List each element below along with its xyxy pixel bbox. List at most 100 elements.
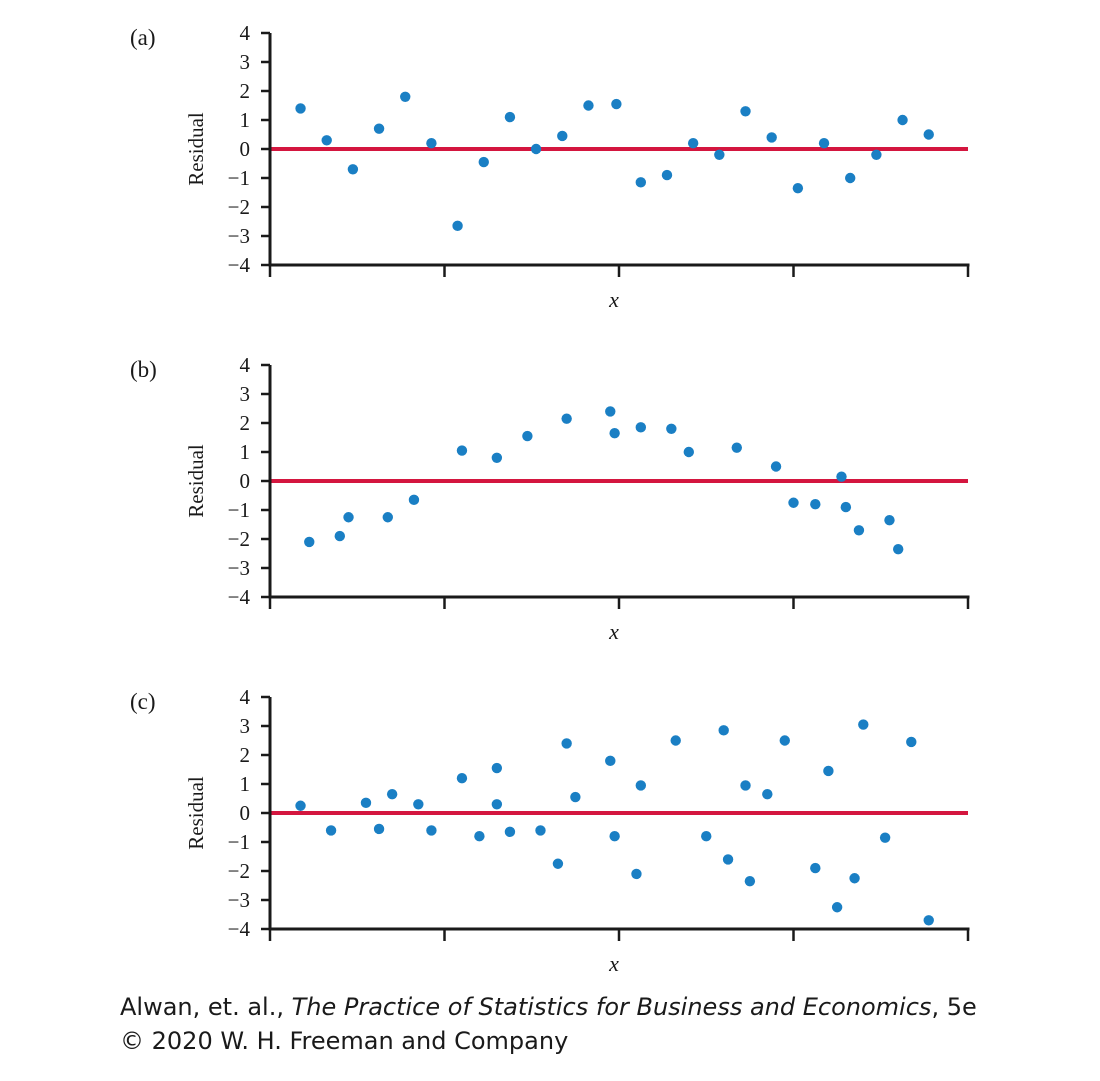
residual-point (605, 406, 616, 417)
y-tick-label-b: −1 (228, 498, 250, 522)
credit-line-1: Alwan, et. al., The Practice of Statisti… (120, 990, 1020, 1024)
residual-point (334, 530, 345, 542)
residual-point (408, 494, 420, 506)
residual-point (923, 915, 934, 926)
residual-point (386, 788, 398, 800)
residual-point (400, 91, 411, 103)
residual-point (478, 156, 489, 168)
residual-point (609, 831, 620, 842)
residual-point (731, 442, 742, 453)
residual-point (897, 114, 908, 126)
residual-point (413, 799, 424, 810)
y-tick-label-c: −2 (228, 859, 250, 883)
residual-point (325, 825, 337, 836)
residual-point (491, 452, 503, 463)
x-axis-title-b: x (608, 619, 619, 644)
y-tick-label-b: 0 (240, 469, 251, 493)
panel-label-a: (a) (130, 25, 156, 50)
residual-point (879, 832, 891, 843)
residual-point (849, 873, 860, 884)
y-tick-label-b: 2 (240, 411, 251, 435)
y-axis-title-b: Residual (184, 444, 208, 518)
residual-point (792, 182, 804, 194)
residual-point (611, 98, 622, 110)
residual-point (762, 788, 773, 800)
panel-label-c: (c) (130, 689, 156, 714)
y-tick-label-a: −2 (228, 195, 250, 219)
residual-point (722, 854, 734, 865)
residual-point (535, 825, 546, 836)
y-tick-label-b: −3 (228, 556, 250, 580)
residual-point (426, 825, 437, 836)
residual-point (923, 129, 934, 140)
residual-point (666, 423, 677, 434)
residual-point (831, 902, 843, 913)
y-tick-label-a: −1 (228, 166, 250, 190)
y-tick-label-b: 1 (240, 440, 251, 464)
residual-point (836, 471, 847, 482)
y-tick-label-c: 2 (240, 743, 251, 767)
y-tick-label-c: −3 (228, 888, 250, 912)
y-tick-label-a: 2 (240, 79, 251, 103)
y-tick-label-b: −4 (228, 585, 251, 609)
residual-point (347, 164, 359, 175)
y-tick-label-c: 1 (240, 772, 251, 796)
residual-point (635, 177, 647, 188)
panel-label-b: (b) (130, 357, 157, 382)
residual-point (522, 430, 533, 442)
y-tick-label-c: 4 (240, 685, 251, 709)
residual-point (295, 103, 306, 114)
residual-point (474, 831, 485, 842)
residual-point (321, 135, 332, 146)
residual-point (382, 512, 393, 523)
x-axis-title-c: x (608, 951, 619, 976)
y-tick-label-a: −3 (228, 224, 250, 248)
residual-point (840, 501, 852, 513)
figure-credit: Alwan, et. al., The Practice of Statisti… (120, 990, 1020, 1058)
residual-point (683, 446, 694, 458)
residual-point (491, 762, 503, 774)
credit-authors: Alwan, et. al., (120, 993, 292, 1021)
panel-a: (a) Residual 4 3 2 1 0 −1 −2 −3 −4 x (130, 21, 970, 312)
credit-line-2: © 2020 W. H. Freeman and Company (120, 1027, 569, 1055)
residual-point (456, 445, 468, 456)
y-tick-label-a: 3 (240, 50, 251, 74)
residual-point (810, 862, 821, 874)
residual-point (631, 868, 642, 880)
residual-point (906, 736, 917, 748)
residual-point (635, 422, 647, 433)
residual-point (583, 100, 594, 111)
residual-point (740, 780, 751, 791)
residual-point (504, 111, 516, 123)
residual-point (373, 123, 385, 134)
y-tick-label-c: 0 (240, 801, 251, 825)
residual-point (740, 106, 751, 117)
y-tick-label-c: −4 (228, 917, 251, 941)
y-tick-label-a: 1 (240, 108, 251, 132)
y-tick-label-a: 4 (240, 21, 251, 45)
residual-point (853, 525, 865, 536)
credit-edition: , 5e (931, 993, 977, 1021)
residual-point (426, 138, 437, 149)
residual-point (893, 543, 904, 555)
residual-point (845, 172, 856, 184)
y-tick-label-b: 4 (240, 353, 251, 377)
residual-point (343, 512, 354, 523)
residual-point (570, 791, 581, 803)
residual-point (609, 427, 620, 439)
residual-point (561, 413, 572, 424)
residual-point (530, 143, 542, 155)
residual-point (373, 823, 385, 835)
residual-point (714, 149, 725, 160)
residual-point (701, 831, 712, 842)
credit-book-title: The Practice of Statistics for Business … (291, 993, 932, 1021)
y-tick-label-a: 0 (240, 137, 251, 161)
residual-point (788, 497, 799, 508)
residual-point (858, 719, 869, 730)
residual-point (884, 514, 895, 526)
residual-point (491, 799, 503, 810)
residual-point (779, 735, 790, 746)
y-tick-label-c: 3 (240, 714, 251, 738)
y-tick-label-c: −1 (228, 830, 250, 854)
